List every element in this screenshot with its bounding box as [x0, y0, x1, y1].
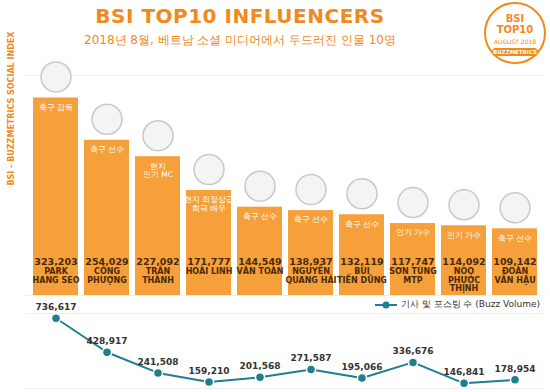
svg-text:323,203: 323,203: [34, 256, 77, 267]
svg-text:138,937: 138,937: [289, 256, 332, 267]
svg-text:PARKHANG SEO: PARKHANG SEO: [33, 267, 80, 284]
svg-text:736,617: 736,617: [36, 302, 77, 312]
html-text:기사 및 포스팅 수 (Buzz Volume): 기사 및 포스팅 수 (Buzz Volume): [400, 299, 540, 309]
svg-text:117,747: 117,747: [391, 256, 434, 267]
svg-text:BSI - BUZZMETRICS SOCIAL INDEX: BSI - BUZZMETRICS SOCIAL INDEX: [7, 31, 16, 186]
svg-text:VĂN TOÀN: VĂN TOÀN: [237, 265, 284, 276]
svg-text:CÔNGPHƯỢNG: CÔNGPHƯỢNG: [87, 265, 127, 284]
svg-text:109,142: 109,142: [493, 256, 536, 267]
svg-text:132,119: 132,119: [340, 256, 383, 267]
svg-text:428,917: 428,917: [87, 336, 128, 346]
svg-text:146,841: 146,841: [444, 367, 485, 377]
svg-text:201,568: 201,568: [240, 361, 281, 371]
svg-text:축구 선수: 축구 선수: [498, 234, 532, 243]
svg-text:241,508: 241,508: [138, 357, 179, 367]
svg-text:BÙITIẾN DŨNG: BÙITIẾN DŨNG: [337, 265, 387, 284]
svg-text:ĐOÀNVĂN HẬU: ĐOÀNVĂN HẬU: [494, 265, 535, 284]
svg-text:SƠN TÙNGMTP: SƠN TÙNGMTP: [389, 265, 436, 284]
html-text:BSI TOP10 INFLUENCERS: BSI TOP10 INFLUENCERS: [95, 4, 385, 28]
svg-text:171,777: 171,777: [187, 256, 230, 267]
svg-text:축구 선수: 축구 선수: [294, 215, 328, 224]
html-text:2018년 8월, 베트남 소셜 미디어에서 두드러진 인물: 2018년 8월, 베트남 소셜 미디어에서 두드러진 인물 10명: [84, 33, 396, 47]
svg-text:축구 선수: 축구 선수: [345, 220, 379, 229]
svg-text:TRẤNTHÀNH: TRẤNTHÀNH: [142, 264, 174, 284]
svg-text:159,210: 159,210: [189, 366, 230, 376]
svg-text:271,587: 271,587: [291, 353, 332, 363]
svg-text:NGUYỄNQUANG HẢI: NGUYỄNQUANG HẢI: [285, 264, 336, 284]
svg-text:NOOPHƯỚCTHỊNH: NOOPHƯỚCTHỊNH: [448, 267, 480, 293]
svg-text:축구 감독: 축구 감독: [39, 103, 73, 112]
svg-text:195,066: 195,066: [342, 362, 383, 372]
svg-text:178,954: 178,954: [495, 364, 536, 374]
html-text:AUGUST 2018: AUGUST 2018: [493, 38, 537, 45]
svg-text:현지인기 MC: 현지인기 MC: [143, 162, 173, 179]
svg-text:336,676: 336,676: [393, 346, 434, 356]
html-text:BUZZMETRICS: BUZZMETRICS: [493, 49, 537, 55]
svg-text:축구 선수: 축구 선수: [90, 145, 124, 154]
svg-text:144,549: 144,549: [238, 256, 281, 267]
svg-text:인기 가수: 인기 가수: [396, 228, 430, 237]
html-text:BSI TOP10: BSI TOP10: [496, 13, 534, 35]
svg-text:114,092: 114,092: [442, 256, 485, 267]
svg-text:227,092: 227,092: [136, 256, 179, 267]
svg-text:254,029: 254,029: [85, 256, 128, 267]
svg-text:축구 선수: 축구 선수: [243, 212, 277, 221]
svg-text:현지 최정상급희극 배우: 현지 최정상급희극 배우: [184, 195, 234, 212]
svg-text:HOÀI LINH: HOÀI LINH: [186, 265, 233, 276]
svg-text:인기 가수: 인기 가수: [447, 231, 481, 240]
